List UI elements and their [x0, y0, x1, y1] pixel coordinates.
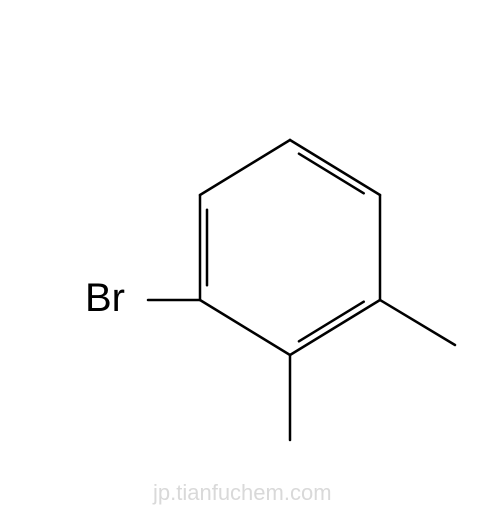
bromine-label: Br	[85, 276, 125, 321]
molecule-svg	[0, 0, 500, 500]
watermark-text: jp.tianfuchem.com	[153, 480, 332, 506]
molecule-diagram: Br	[0, 0, 500, 500]
